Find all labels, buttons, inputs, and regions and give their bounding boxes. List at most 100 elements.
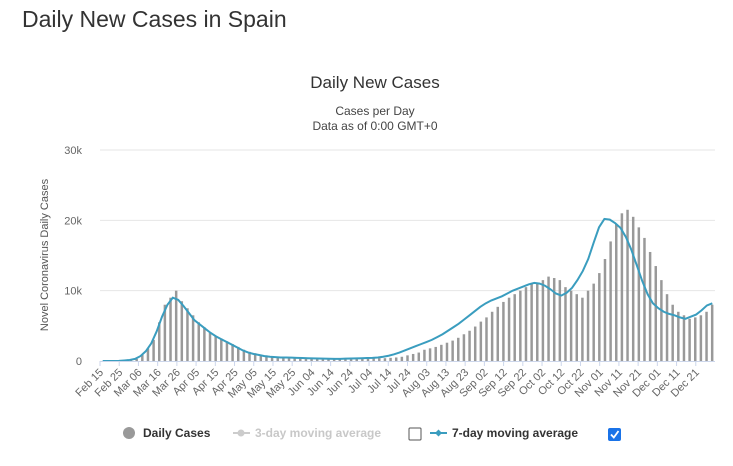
bar — [445, 342, 449, 361]
legend: Daily Cases 3-day moving average 7-day m… — [123, 426, 621, 441]
bar — [299, 357, 302, 361]
bar — [479, 321, 483, 361]
legend-item-daily-cases[interactable]: Daily Cases — [123, 426, 211, 440]
bar — [180, 301, 184, 361]
legend-marker-daily-cases — [123, 427, 135, 439]
bar — [315, 358, 319, 361]
bar — [411, 353, 415, 361]
bar — [236, 346, 240, 361]
bar — [406, 355, 409, 361]
y-tick-label: 20k — [64, 215, 82, 227]
bar — [400, 356, 404, 361]
bar — [434, 346, 437, 361]
bar — [225, 341, 229, 361]
bar — [507, 297, 511, 361]
checkbox-7-day-average[interactable] — [608, 428, 621, 441]
bar — [248, 351, 251, 361]
bar — [191, 315, 195, 361]
bar — [344, 358, 347, 361]
bar — [485, 317, 488, 361]
bar — [688, 318, 691, 361]
bar — [389, 357, 392, 361]
bar — [694, 317, 697, 361]
bar — [536, 283, 539, 361]
bar — [473, 326, 477, 361]
legend-label-daily-cases: Daily Cases — [143, 426, 211, 440]
bar — [259, 354, 263, 361]
bar — [710, 304, 714, 361]
bar — [355, 358, 358, 361]
bar — [451, 340, 454, 361]
bar — [626, 209, 629, 361]
bar — [552, 278, 556, 361]
bar — [349, 358, 353, 361]
bar — [146, 348, 150, 361]
bar — [586, 290, 590, 361]
bar — [428, 348, 432, 361]
bar — [677, 311, 680, 361]
series-line-7-day-average — [102, 217, 713, 362]
bar — [327, 358, 330, 361]
y-tick-label: 0 — [76, 356, 82, 368]
y-axis-label: Novel Coronavirus Daily Cases — [39, 178, 51, 331]
bar — [513, 294, 516, 361]
legend-marker-3-day — [237, 429, 245, 437]
bar — [203, 327, 206, 361]
bar — [310, 357, 313, 361]
bar — [231, 344, 234, 361]
bar — [383, 358, 387, 361]
bar — [699, 315, 703, 361]
bar — [265, 355, 268, 361]
bar — [440, 344, 443, 361]
bars-daily-cases — [118, 209, 714, 361]
bar — [496, 306, 500, 361]
bar — [378, 358, 381, 361]
bar — [282, 356, 285, 361]
legend-item-3-day-average[interactable]: 3-day moving average — [233, 426, 381, 440]
bar — [581, 297, 584, 361]
bar — [648, 251, 652, 361]
bar — [631, 216, 635, 361]
bar — [603, 259, 607, 361]
bar — [457, 337, 460, 361]
bar — [705, 311, 708, 361]
bar — [541, 280, 545, 361]
bar — [615, 223, 618, 361]
checkbox-7-day-box — [608, 428, 621, 441]
bar — [293, 357, 296, 361]
bar — [372, 358, 375, 361]
checkbox-3-day-average[interactable] — [408, 427, 422, 441]
y-axis-ticks: 0 10k 20k 30k — [64, 145, 82, 368]
bar — [569, 290, 573, 361]
bar — [394, 357, 398, 361]
bar — [287, 357, 291, 361]
bar — [276, 356, 279, 361]
chart-title: Daily New Cases — [310, 73, 439, 92]
bar — [620, 213, 624, 361]
legend-item-7-day-average[interactable]: 7-day moving average — [430, 426, 578, 440]
checkmark-icon — [610, 430, 620, 439]
chart-subtitle-line-1: Cases per Day — [335, 104, 414, 118]
y-tick-label: 10k — [64, 286, 82, 298]
legend-label-3-day-average: 3-day moving average — [255, 426, 381, 440]
legend-label-7-day-average: 7-day moving average — [452, 426, 578, 440]
bar — [220, 338, 223, 361]
bar — [519, 290, 522, 361]
bar — [270, 356, 274, 361]
bar — [214, 336, 217, 361]
bar — [304, 357, 308, 361]
bar — [530, 283, 533, 361]
bar — [547, 276, 550, 361]
bar — [524, 287, 528, 361]
bar — [361, 358, 364, 361]
bar — [174, 290, 178, 361]
chart-subtitle-line-2: Data as of 0:00 GMT+0 — [312, 119, 437, 133]
bar — [423, 349, 426, 361]
bar — [665, 294, 669, 361]
bar — [366, 358, 370, 361]
bar — [592, 283, 595, 361]
bar — [462, 334, 466, 361]
bar — [186, 308, 189, 361]
